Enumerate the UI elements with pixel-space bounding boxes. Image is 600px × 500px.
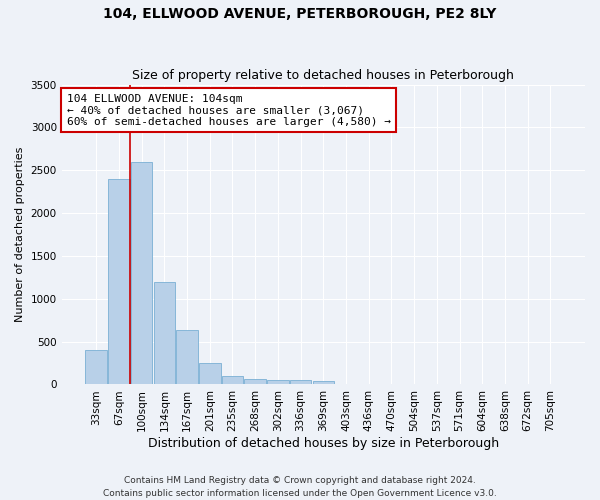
- X-axis label: Distribution of detached houses by size in Peterborough: Distribution of detached houses by size …: [148, 437, 499, 450]
- Bar: [199, 363, 221, 384]
- Bar: [131, 162, 152, 384]
- Title: Size of property relative to detached houses in Peterborough: Size of property relative to detached ho…: [133, 69, 514, 82]
- Bar: [222, 376, 243, 384]
- Bar: [108, 179, 130, 384]
- Text: 104 ELLWOOD AVENUE: 104sqm
← 40% of detached houses are smaller (3,067)
60% of s: 104 ELLWOOD AVENUE: 104sqm ← 40% of deta…: [67, 94, 391, 127]
- Bar: [267, 380, 289, 384]
- Bar: [176, 330, 198, 384]
- Bar: [85, 350, 107, 384]
- Bar: [244, 380, 266, 384]
- Bar: [290, 380, 311, 384]
- Bar: [154, 282, 175, 385]
- Text: Contains HM Land Registry data © Crown copyright and database right 2024.
Contai: Contains HM Land Registry data © Crown c…: [103, 476, 497, 498]
- Text: 104, ELLWOOD AVENUE, PETERBOROUGH, PE2 8LY: 104, ELLWOOD AVENUE, PETERBOROUGH, PE2 8…: [103, 8, 497, 22]
- Y-axis label: Number of detached properties: Number of detached properties: [15, 147, 25, 322]
- Bar: [313, 380, 334, 384]
